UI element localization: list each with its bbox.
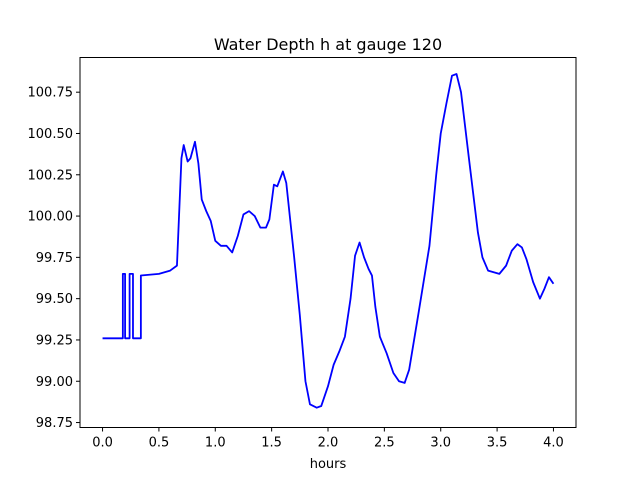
series-line — [102, 73, 555, 409]
y-tick-label: 100.25 — [28, 168, 74, 183]
x-tick-label: 1.0 — [205, 436, 226, 451]
chart-title: Water Depth h at gauge 120 — [214, 35, 442, 54]
y-tick-label: 100.75 — [28, 86, 74, 101]
y-tick-label: 100.00 — [28, 210, 74, 225]
x-tick-label: 0.5 — [149, 436, 170, 451]
y-tick-label: 99.50 — [36, 292, 73, 307]
x-axis-label: hours — [310, 457, 347, 472]
x-tick-label: 1.5 — [261, 436, 282, 451]
y-tick-label: 99.00 — [36, 375, 73, 390]
x-tick-label: 4.0 — [543, 436, 564, 451]
axes: 0.0 0.5 1.0 1.5 2.0 2.5 3.0 3.5 4.0 98.75 99.00 99.… — [28, 86, 564, 451]
x-tick-label: 2.5 — [374, 436, 395, 451]
y-tick-label: 99.75 — [36, 251, 73, 266]
x-tick-label: 3.0 — [430, 436, 451, 451]
plot-area — [102, 73, 555, 409]
x-tick-label: 3.5 — [487, 436, 508, 451]
y-tick-label: 98.75 — [36, 416, 73, 431]
x-tick-label: 2.0 — [318, 436, 339, 451]
y-tick-label: 100.50 — [28, 127, 74, 142]
plot-frame — [79, 57, 577, 428]
x-tick-label: 0.0 — [92, 436, 113, 451]
y-tick-label: 99.25 — [36, 333, 73, 348]
